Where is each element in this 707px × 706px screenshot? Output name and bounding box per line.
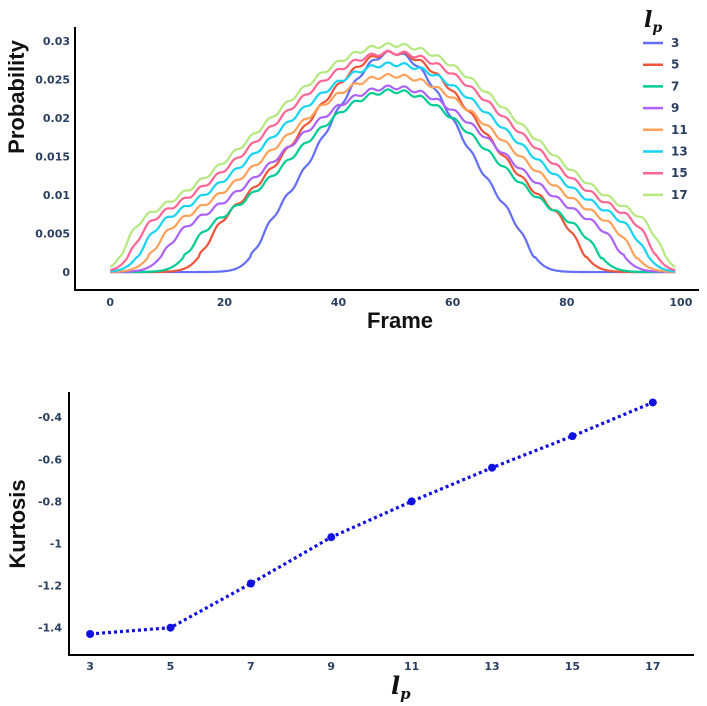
series-line-11 — [110, 72, 676, 273]
kurtosis-chart: -1.4 -1.2 -1 -0.8 -0.6 -0.4 3 5 7 9 11 13 15 17 Kurt… — [5, 392, 694, 703]
kurtosis-point — [407, 497, 416, 506]
legend: lp 3 5 7 9 11 13 15 17 — [643, 7, 688, 202]
series-line-7 — [110, 88, 676, 274]
y-axis-title: Kurtosis — [5, 479, 30, 568]
series-line-15 — [109, 49, 676, 272]
y-axis-title: Probability — [4, 39, 29, 153]
series-lines — [109, 42, 676, 274]
y-tick-label: -0.6 — [38, 453, 62, 466]
series-line-3 — [110, 50, 676, 274]
kurtosis-series — [86, 398, 657, 639]
y-tick-label: -1.4 — [38, 622, 62, 635]
series-line-5 — [110, 49, 676, 274]
legend-label: 13 — [671, 145, 688, 159]
legend-label: 17 — [671, 188, 688, 202]
kurtosis-point — [488, 463, 497, 472]
x-tick-label: 100 — [669, 296, 692, 309]
y-tick-label: 0.005 — [35, 228, 70, 241]
x-tick-label: 60 — [445, 296, 461, 309]
x-tick-label: 3 — [86, 660, 94, 673]
series-line-13 — [110, 61, 676, 273]
y-tick-label: 0.015 — [35, 151, 70, 164]
x-axis-title-main: l — [391, 671, 400, 700]
legend-title-main: l — [644, 7, 652, 33]
series-line-9 — [110, 84, 676, 274]
legend-label: 15 — [671, 166, 688, 180]
kurtosis-point — [246, 579, 255, 588]
y-tick-label: -1 — [50, 537, 62, 550]
legend-title: lp — [644, 7, 662, 36]
x-tick-label: 15 — [565, 660, 580, 673]
legend-label: 11 — [671, 123, 688, 137]
legend-label: 3 — [671, 36, 679, 50]
y-tick-label: -0.8 — [38, 495, 62, 508]
x-tick-labels: 0 20 40 60 80 100 — [106, 296, 692, 309]
kurtosis-point — [166, 623, 175, 632]
x-axis-title-sub: p — [400, 685, 411, 703]
x-tick-label: 40 — [331, 296, 347, 309]
y-tick-labels: 0 0.005 0.01 0.015 0.02 0.025 0.03 — [35, 35, 70, 279]
x-tick-labels: 3 5 7 9 11 13 15 17 — [86, 660, 660, 673]
x-tick-label: 7 — [247, 660, 255, 673]
legend-label: 9 — [671, 101, 679, 115]
legend-label: 7 — [671, 79, 679, 93]
y-tick-label: -1.2 — [38, 580, 62, 593]
x-axis-title: Frame — [367, 308, 433, 333]
x-tick-label: 20 — [217, 296, 233, 309]
x-axis-title: lp — [391, 671, 411, 703]
x-tick-label: 17 — [645, 660, 660, 673]
y-tick-labels: -1.4 -1.2 -1 -0.8 -0.6 -0.4 — [38, 411, 62, 634]
y-tick-label: 0.02 — [43, 112, 70, 125]
y-tick-label: 0 — [62, 266, 70, 279]
y-tick-label: 0.01 — [43, 189, 70, 202]
x-tick-label: 0 — [106, 296, 114, 309]
y-tick-label: 0.025 — [35, 74, 70, 87]
y-tick-label: 0.03 — [43, 35, 70, 48]
kurtosis-point — [86, 630, 95, 639]
kurtosis-point — [648, 398, 657, 407]
legend-items: 3 5 7 9 11 13 15 17 — [643, 36, 688, 202]
series-line-17 — [109, 42, 676, 269]
kurtosis-point — [327, 533, 336, 542]
kurtosis-point — [568, 432, 577, 441]
x-tick-label: 9 — [327, 660, 335, 673]
legend-title-sub: p — [652, 20, 662, 36]
x-tick-label: 11 — [404, 660, 419, 673]
kurtosis-line — [89, 400, 654, 636]
y-tick-label: -0.4 — [38, 411, 62, 424]
x-tick-label: 13 — [484, 660, 499, 673]
legend-label: 5 — [671, 58, 679, 72]
x-tick-label: 80 — [559, 296, 575, 309]
x-tick-label: 5 — [167, 660, 175, 673]
probability-chart: 0 0.005 0.01 0.015 0.02 0.025 0.03 0 20 40 60 80 10… — [4, 7, 699, 333]
